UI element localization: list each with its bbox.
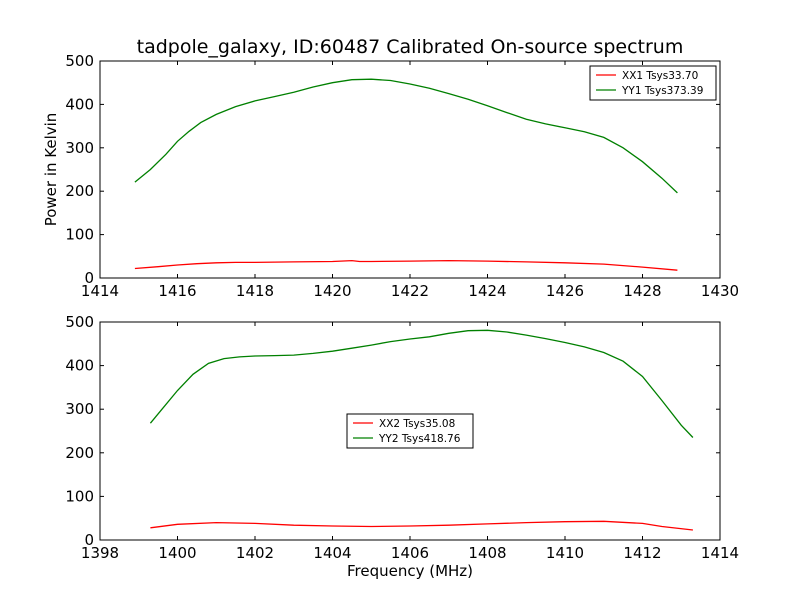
y-tick-label: 100 (65, 226, 94, 244)
x-tick-label: 1422 (391, 282, 429, 300)
x-tick-label: 1410 (546, 544, 584, 562)
x-tick-label: 1402 (236, 544, 274, 562)
legend: XX1 Tsys33.70 YY1 Tsys373.39 (589, 65, 717, 101)
series-line-2-1 (150, 520, 693, 531)
x-tick-label: 1418 (236, 282, 274, 300)
x-tick-label: 1414 (701, 544, 739, 562)
y-axis-label: Power in Kelvin (42, 113, 60, 227)
x-tick-label: 1420 (313, 282, 351, 300)
x-tick-label: 1404 (313, 544, 351, 562)
series-line-1-2 (134, 78, 678, 194)
top-plot-panel: 1414 1416 1418 1420 1422 1424 1426 1428 1430 0 100… (42, 52, 739, 300)
y-tick-label: 300 (65, 400, 94, 418)
y-tick-label: 500 (65, 313, 94, 331)
series-line-2-2 (149, 329, 694, 438)
series-line-1-1 (134, 259, 678, 271)
y-tick-label: 500 (65, 52, 94, 70)
y-tick-label: 400 (65, 357, 94, 375)
y-tick-label: 400 (65, 95, 94, 113)
x-tick-label: 1424 (468, 282, 506, 300)
legend-label: XX1 Tsys33.70 (622, 70, 698, 82)
legend-label: YY1 Tsys373.39 (621, 85, 703, 97)
y-tick-label: 100 (65, 487, 94, 505)
legend-box (346, 413, 474, 449)
chart-title: tadpole_galaxy, ID:60487 Calibrated On-s… (137, 36, 684, 58)
x-tick-label: 1414 (81, 282, 119, 300)
legend-label: XX2 Tsys35.08 (379, 418, 455, 430)
x-tick-label: 1398 (81, 544, 119, 562)
x-tick-label: 1400 (158, 544, 196, 562)
y-tick-label: 300 (65, 139, 94, 157)
legend: XX2 Tsys35.08 YY2 Tsys418.76 (346, 413, 474, 449)
y-tick-label: 200 (65, 182, 94, 200)
x-tick-label: 1408 (468, 544, 506, 562)
x-tick-label: 1416 (158, 282, 196, 300)
y-tick-label: 0 (84, 269, 94, 287)
x-tick-label: 1428 (623, 282, 661, 300)
x-tick-label: 1412 (623, 544, 661, 562)
bottom-plot-panel: 1398 1400 1402 1404 1406 1408 1410 1412 1414 0 100… (65, 313, 739, 580)
x-tick-label: 1426 (546, 282, 584, 300)
legend-label: YY2 Tsys418.76 (378, 433, 461, 445)
x-axis-label: Frequency (MHz) (347, 562, 473, 580)
y-tick-label: 0 (84, 531, 94, 549)
y-tick-label: 200 (65, 444, 94, 462)
x-tick-label: 1406 (391, 544, 429, 562)
legend-box (589, 65, 717, 101)
x-tick-label: 1430 (701, 282, 739, 300)
